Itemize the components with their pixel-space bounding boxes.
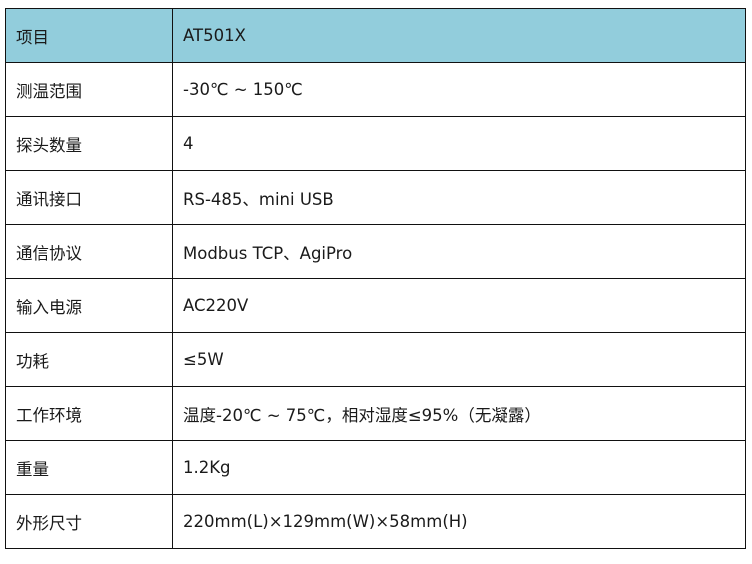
spec-label-cell: 通信协议: [5, 224, 173, 279]
spec-value-cell: AC220V: [172, 278, 746, 333]
spec-value-cell: -30℃ ~ 150℃: [172, 62, 746, 117]
spec-label-cell: 输入电源: [5, 278, 173, 333]
table-row: 通讯接口 RS-485、mini USB: [5, 170, 746, 225]
table-row: 探头数量 4: [5, 116, 746, 171]
spec-label-cell: 重量: [5, 440, 173, 495]
spec-table: 项目 AT501X 测温范围 -30℃ ~ 150℃ 探头数量 4 通讯接口 RS-485…: [5, 8, 746, 549]
table-row: 通信协议 Modbus TCP、AgiPro: [5, 224, 746, 279]
spec-label-cell: 测温范围: [5, 62, 173, 117]
spec-value-cell: RS-485、mini USB: [172, 170, 746, 225]
spec-value-cell: Modbus TCP、AgiPro: [172, 224, 746, 279]
spec-value-cell: 温度-20℃ ~ 75℃，相对湿度≤95%（无凝露）: [172, 386, 746, 441]
table-header-row: 项目 AT501X: [5, 8, 746, 63]
table-row: 重量 1.2Kg: [5, 440, 746, 495]
spec-value-cell: 4: [172, 116, 746, 171]
header-label-cell: 项目: [5, 8, 173, 63]
spec-label-cell: 探头数量: [5, 116, 173, 171]
spec-value-cell: ≤5W: [172, 332, 746, 387]
table-row: 测温范围 -30℃ ~ 150℃: [5, 62, 746, 117]
table-row: 输入电源 AC220V: [5, 278, 746, 333]
spec-value-cell: 220mm(L)×129mm(W)×58mm(H): [172, 494, 746, 549]
spec-label-cell: 工作环境: [5, 386, 173, 441]
spec-value-cell: 1.2Kg: [172, 440, 746, 495]
header-value-cell: AT501X: [172, 8, 746, 63]
spec-label-cell: 功耗: [5, 332, 173, 387]
table-row: 外形尺寸 220mm(L)×129mm(W)×58mm(H): [5, 494, 746, 549]
spec-label-cell: 通讯接口: [5, 170, 173, 225]
table-row: 工作环境 温度-20℃ ~ 75℃，相对湿度≤95%（无凝露）: [5, 386, 746, 441]
spec-label-cell: 外形尺寸: [5, 494, 173, 549]
table-row: 功耗 ≤5W: [5, 332, 746, 387]
